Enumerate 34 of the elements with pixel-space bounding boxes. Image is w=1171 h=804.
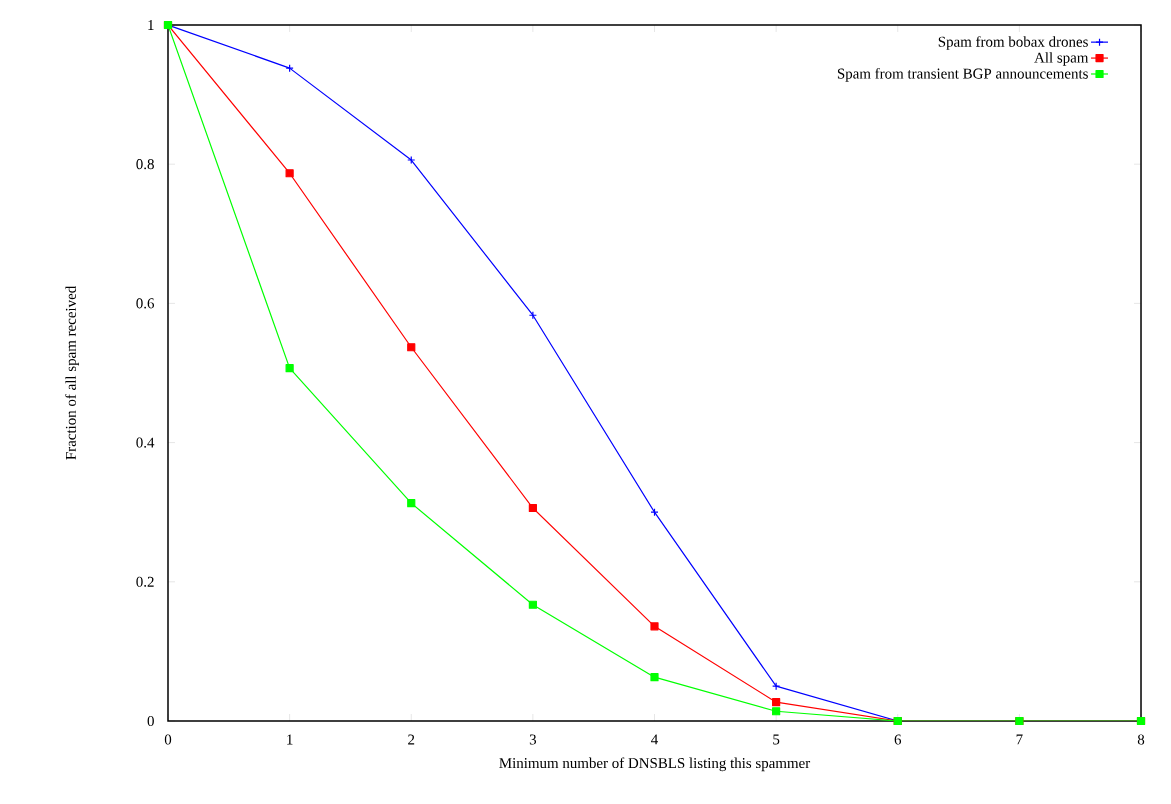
- point: [528, 311, 537, 320]
- point: [650, 673, 659, 682]
- point: [285, 169, 294, 178]
- x-tick-label: 0: [164, 734, 172, 745]
- point: [407, 343, 416, 352]
- x-tick-label: 2: [408, 734, 415, 745]
- y-axis-title: Fraction of all spam received: [65, 286, 79, 460]
- x-tick-label: 7: [1016, 734, 1023, 745]
- x-tick-label: 6: [894, 734, 902, 745]
- x-tick-label: 3: [529, 734, 537, 745]
- legend-label: Spam from bobax drones: [938, 36, 1088, 50]
- point: [650, 622, 659, 631]
- y-tick-label: 1: [148, 20, 154, 30]
- point: [528, 600, 537, 609]
- y-tick-label: 0.8: [136, 159, 154, 170]
- point: [772, 698, 781, 707]
- x-axis-title: Minimum number of DNSBLS listing this spammer: [499, 757, 811, 772]
- legend-label: All spam: [1034, 52, 1089, 66]
- point: [407, 155, 416, 165]
- point: [528, 503, 537, 513]
- legend-label: Spam from transient BGP announcements: [837, 67, 1088, 82]
- x-tick-label: 8: [1137, 734, 1145, 745]
- y-tick-label: 0.6: [136, 298, 155, 309]
- x-tick-label: 5: [773, 734, 780, 745]
- y-tick-label: 0.2: [136, 576, 154, 587]
- point: [772, 707, 781, 716]
- point: [285, 64, 294, 73]
- point: [772, 682, 781, 691]
- x-tick-label: 1: [287, 734, 293, 745]
- y-tick-label: 0.4: [136, 437, 155, 448]
- point: [285, 364, 294, 373]
- x-tick-label: 4: [651, 734, 659, 745]
- y-tick-label: 0: [147, 715, 154, 727]
- point: [407, 499, 416, 508]
